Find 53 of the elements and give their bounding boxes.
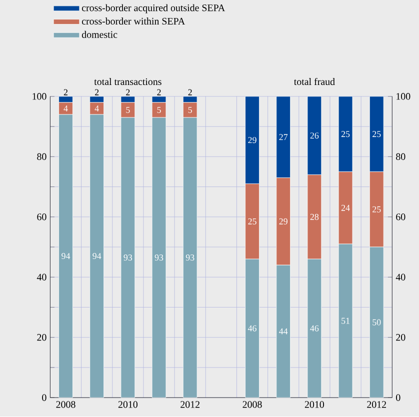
y2-tick-label: 80 [396,154,406,160]
y-tick-label: 20 [37,334,46,341]
data-label: 26 [310,132,319,139]
data-label: 24 [341,205,350,212]
x-tick-label: 2012 [367,401,386,408]
x-tick-label: 2010 [304,401,324,408]
legend-label: cross-border acquired outside SEPA [82,4,226,14]
data-label: 25 [341,131,350,138]
data-label: 46 [248,326,256,332]
y-tick-label: 0 [42,394,46,402]
data-label: 25 [248,218,256,225]
data-label: 93 [154,254,164,261]
data-label: 51 [342,318,350,324]
data-label: 5 [126,107,130,114]
data-label: 4 [64,106,68,112]
y-tick-label: 60 [37,214,46,220]
data-label: 27 [279,134,288,140]
data-label: 94 [92,253,102,260]
y2-tick-label: 20 [396,334,406,341]
y-tick-label: 100 [32,93,46,100]
y-tick-label: 40 [36,274,46,281]
data-label: 4 [94,106,99,112]
y2-tick-label: 0 [396,394,400,402]
data-label: 2 [94,90,99,96]
data-label: 94 [62,253,70,260]
data-label: 46 [310,326,319,332]
x-tick-label: 2010 [118,401,138,408]
y2-tick-label: 60 [396,214,406,220]
data-label: 29 [248,137,256,144]
data-label: 5 [157,107,161,114]
text: total fraud [294,78,335,86]
legend-label: domestic [82,31,118,38]
data-label: 5 [188,107,192,114]
y2-tick-label: 100 [396,93,410,100]
data-label: 28 [310,214,319,220]
data-label: 25 [372,206,381,213]
text: total transactions [94,78,162,86]
data-label: 2 [126,90,130,96]
data-label: 93 [186,254,194,261]
data-label: 44 [279,328,288,335]
data-label: 29 [279,218,288,225]
x-tick-label: 2008 [242,401,262,408]
data-label: 93 [124,254,132,261]
data-label: 2 [188,90,192,96]
legend-label: cross-border within SEPA [82,18,186,25]
data-label: 2 [157,90,161,96]
data-label: 25 [372,131,381,138]
x-tick-label: 2008 [56,401,76,408]
y-tick-label: 80 [37,154,46,160]
x-tick-label: 2012 [180,401,200,408]
data-label: 50 [372,320,381,326]
y2-tick-label: 40 [396,274,406,281]
data-label: 2 [64,90,68,96]
